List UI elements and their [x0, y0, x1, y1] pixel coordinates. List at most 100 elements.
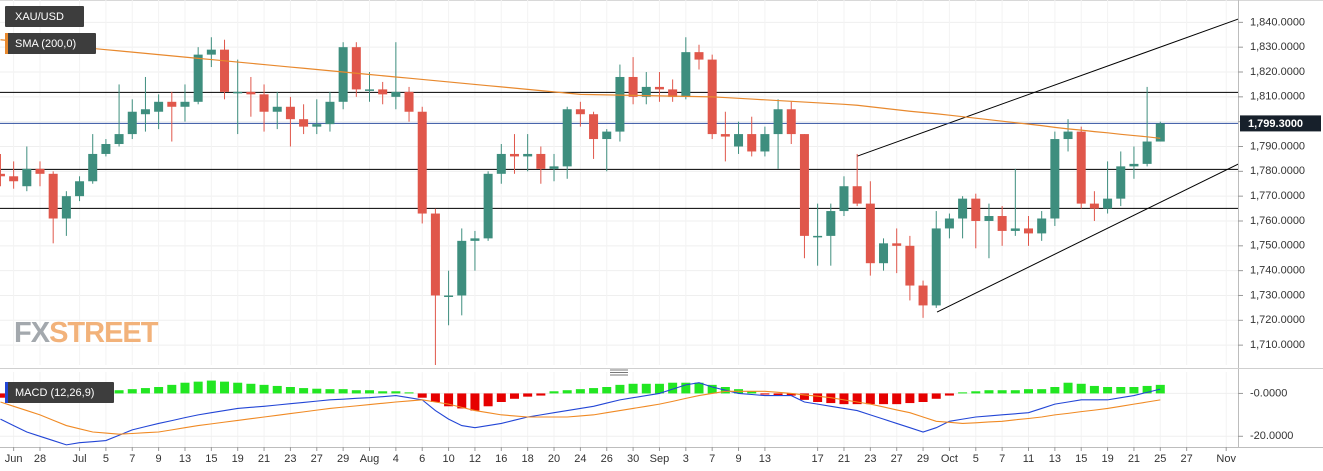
candle-body	[444, 295, 454, 297]
legend-box	[5, 6, 84, 27]
candle-body	[839, 186, 849, 212]
candle-body	[114, 134, 124, 145]
candle-body	[1129, 163, 1139, 167]
y-tick-label: 1,810.0000	[1250, 91, 1305, 103]
candle-body	[391, 91, 401, 97]
histogram-bar	[351, 390, 361, 394]
histogram-bar	[865, 393, 875, 405]
histogram-bar	[997, 390, 1007, 394]
histogram-bar	[272, 385, 282, 394]
candle-body	[654, 86, 664, 90]
candle-body	[180, 101, 190, 107]
x-tick-label: 28	[34, 453, 46, 465]
trend-line	[936, 163, 1238, 313]
candle-body	[246, 91, 256, 95]
x-tick-label: 5	[973, 453, 979, 465]
histogram-bar	[1063, 382, 1073, 394]
macd-line	[0, 382, 1161, 446]
histogram-bar	[1010, 390, 1020, 394]
histogram-bar	[312, 388, 322, 394]
histogram-bar	[246, 383, 256, 394]
candle-body	[127, 111, 137, 135]
candle-body	[813, 235, 823, 238]
watermark-part: FX	[14, 317, 51, 349]
candle-body	[589, 114, 599, 140]
last-price-box	[1240, 115, 1321, 132]
candle-body	[1142, 141, 1152, 164]
candle-body	[1010, 228, 1020, 231]
candle-body	[483, 173, 493, 239]
candle-body	[75, 181, 85, 197]
y-tick-label: -20.0000	[1250, 430, 1293, 442]
candle-body	[747, 134, 757, 152]
candle-body	[734, 134, 744, 147]
histogram-bar	[694, 382, 704, 394]
x-tick-label: 13	[1049, 453, 1061, 465]
candle-body	[312, 124, 322, 127]
x-tick-label: 21	[258, 453, 270, 465]
histogram-bar	[931, 393, 941, 399]
legend-box	[5, 382, 114, 403]
candle-body	[1089, 203, 1099, 209]
x-tick-label: 12	[469, 453, 481, 465]
trend-line	[856, 18, 1238, 157]
legend-box	[5, 33, 96, 54]
histogram-bar	[958, 392, 968, 394]
x-tick-label: 6	[419, 453, 425, 465]
histogram-bar	[114, 390, 124, 394]
histogram-bar	[536, 393, 546, 396]
x-tick-label: 19	[1101, 453, 1113, 465]
candle-body	[88, 153, 98, 182]
candle-body	[285, 106, 295, 120]
candle-body	[773, 109, 783, 135]
candle-body	[48, 173, 58, 219]
histogram-bar	[1142, 385, 1152, 394]
price-pane: FXSTREET	[0, 18, 1238, 365]
histogram-bar	[602, 387, 612, 394]
histogram-bar	[562, 390, 572, 394]
histogram-bar	[1024, 389, 1033, 394]
histogram-bar	[786, 393, 796, 396]
candle-body	[496, 153, 506, 174]
y-tick-label: 1,820.0000	[1250, 66, 1305, 78]
histogram-bar	[971, 391, 981, 394]
histogram-bar	[444, 393, 454, 407]
x-tick-label: 9	[735, 453, 741, 465]
candle-body	[233, 91, 243, 94]
x-tick-label: 27	[311, 453, 323, 465]
candle-body	[615, 76, 625, 132]
x-tick-label: Oct	[941, 453, 958, 465]
histogram-bar	[944, 393, 954, 396]
x-tick-label: 21	[1128, 453, 1140, 465]
x-tick-label: 20	[548, 453, 560, 465]
candle-body	[971, 198, 981, 221]
candle-body	[1155, 123, 1165, 142]
candle-body	[35, 168, 45, 174]
histogram-bar	[984, 390, 994, 394]
x-tick-label: 9	[156, 453, 162, 465]
histogram-bar	[575, 389, 585, 394]
y-tick-label: 1,770.0000	[1250, 190, 1305, 202]
histogram-bar	[483, 393, 493, 407]
candle-body	[101, 144, 111, 154]
x-tick-label: 24	[574, 453, 586, 465]
candle-body	[786, 109, 796, 135]
y-tick-label: 1,830.0000	[1250, 41, 1305, 53]
candle-body	[865, 203, 875, 264]
x-tick-label: 23	[284, 453, 296, 465]
x-tick-label: 10	[442, 453, 454, 465]
histogram-bar	[378, 391, 388, 394]
candle-body	[509, 153, 519, 157]
candle-body	[470, 238, 480, 241]
candle-body	[61, 196, 71, 219]
x-tick-label: 11	[1023, 453, 1034, 465]
y-tick-label: 1,760.0000	[1250, 215, 1305, 227]
histogram-bar	[206, 380, 216, 394]
x-tick-label: 27	[891, 453, 903, 465]
candle-body	[628, 76, 638, 97]
histogram-bar	[404, 392, 414, 394]
histogram-bar	[233, 382, 243, 394]
histogram-bar	[496, 393, 506, 402]
pane-handle[interactable]	[610, 369, 628, 376]
x-tick-label: 29	[337, 453, 349, 465]
